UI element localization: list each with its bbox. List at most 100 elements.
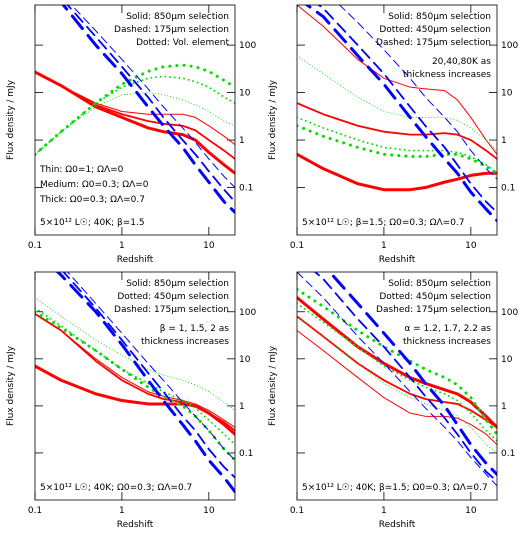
curves: [35, 272, 235, 494]
series-line: [297, 329, 497, 446]
series-line: [35, 63, 235, 156]
y-tick-label: 0.1: [239, 184, 253, 194]
x-tick-label: 1: [381, 506, 387, 516]
series-line: [66, 272, 235, 461]
annotation: Solid: 850μm selection: [126, 279, 229, 289]
annotation: thickness increases: [141, 337, 229, 347]
y-tick-label: 100: [501, 308, 518, 318]
series-line: [35, 71, 235, 146]
x-axis-label: Redshift: [117, 520, 154, 530]
x-tick-label: 0.1: [28, 241, 42, 251]
y-axis-label: Flux density / mJy: [268, 345, 278, 426]
annotation: Dotted: 450μm selection: [379, 25, 491, 35]
annotation: Dotted: 450μm selection: [117, 292, 229, 302]
panel: 0.1 1 10 0.1 1 10 100 Redshift Flux density / mJ…: [268, 4, 518, 265]
y-axis-label: Flux density / mJy: [6, 345, 16, 426]
annotation: Dotted: 450μm selection: [379, 292, 491, 302]
plot-frame: [34, 4, 236, 236]
panel: 0.1 1 10 0.1 1 10 100 Redshift Flux density / mJ…: [6, 271, 256, 530]
series-line: [297, 102, 497, 160]
curves: [297, 272, 497, 487]
y-tick-label: 0.1: [501, 449, 515, 459]
x-tick-label: 0.1: [290, 241, 304, 251]
plot-frame: [296, 271, 498, 501]
annotation: thickness increases: [403, 70, 491, 80]
annotation: Dashed: 175μm selection: [376, 38, 491, 48]
x-tick-label: 1: [381, 241, 387, 251]
series-line: [317, 5, 497, 214]
series-line: [313, 272, 497, 483]
annotation: 5×10¹² L☉; 40K; β=1.5; Ω0=0.3; ΩΛ=0.7: [302, 483, 488, 493]
y-tick-label: 10: [239, 355, 251, 365]
annotation: Dashed: 175μm selection: [376, 305, 491, 315]
panel: 0.1 1 10 0.1 1 10 100 Redshift Flux density / mJ…: [6, 4, 256, 265]
annotation: 20,40,80K as: [432, 57, 491, 67]
series-line: [35, 313, 235, 428]
annotation: β = 1, 1.5, 2 as: [160, 324, 230, 334]
y-tick-label: 1: [501, 136, 507, 146]
y-tick-label: 10: [501, 355, 513, 365]
annotation: Thin: Ω0=1; ΩΛ=0: [39, 165, 124, 175]
x-tick-label: 10: [203, 241, 215, 251]
series-line: [297, 272, 497, 487]
series-line: [297, 116, 497, 175]
series-line: [55, 272, 235, 494]
x-axis-label: Redshift: [117, 255, 154, 265]
y-tick-label: 0.1: [239, 449, 253, 459]
curves: [297, 5, 497, 223]
x-tick-label: 10: [465, 241, 477, 251]
x-tick-label: 1: [119, 241, 125, 251]
series-line: [35, 70, 235, 175]
series-line: [304, 5, 497, 223]
annotation: 5×10¹² L☉; β=1.5; Ω0=0.3; ΩΛ=0.7: [302, 218, 465, 228]
series-line: [297, 152, 497, 192]
series-line: [62, 272, 235, 479]
series-line: [35, 71, 235, 160]
annotation: 5×10¹² L☉; 40K; Ω0=0.3; ΩΛ=0.7: [40, 483, 192, 493]
annotation: thickness increases: [403, 337, 491, 347]
y-tick-label: 1: [239, 136, 245, 146]
series-line: [297, 5, 497, 155]
x-tick-label: 10: [465, 506, 477, 516]
series-line: [66, 5, 235, 203]
plot-frame: [34, 271, 236, 501]
y-tick-label: 100: [239, 308, 256, 318]
annotation: Dashed: 175μm selection: [114, 305, 229, 315]
series-line: [327, 272, 497, 476]
y-tick-label: 1: [501, 402, 507, 412]
y-tick-label: 1: [239, 402, 245, 412]
y-tick-label: 0.1: [501, 184, 515, 194]
x-axis-label: Redshift: [379, 520, 416, 530]
series-line: [35, 364, 235, 436]
series-line: [297, 124, 497, 175]
y-tick-label: 100: [239, 41, 256, 51]
y-tick-label: 10: [501, 89, 513, 99]
annotation: 5×10¹² L☉; 40K; β=1.5: [40, 218, 145, 228]
annotation: Solid: 850μm selection: [388, 12, 491, 22]
annotation: α = 1.2, 1.7, 2.2 as: [404, 324, 491, 334]
y-tick-label: 10: [239, 89, 251, 99]
annotation: Solid: 850μm selection: [388, 279, 491, 289]
x-axis-label: Redshift: [379, 255, 416, 265]
x-tick-label: 1: [119, 506, 125, 516]
annotation: Thick: Ω0=0.3; ΩΛ=0.7: [39, 195, 145, 205]
plot-frame: [296, 4, 498, 236]
y-axis-label: Flux density / mJy: [268, 79, 278, 160]
curves: [35, 5, 235, 214]
series-line: [35, 75, 235, 156]
y-axis-label: Flux density / mJy: [6, 79, 16, 160]
annotation: Medium: Ω0=0.3; ΩΛ=0: [40, 180, 149, 190]
x-tick-label: 0.1: [28, 506, 42, 516]
panel: 0.1 1 10 0.1 1 10 100 Redshift Flux density / mJ…: [268, 271, 518, 530]
x-tick-label: 0.1: [290, 506, 304, 516]
annotation: Solid: 850μm selection: [126, 12, 229, 22]
series-line: [297, 315, 497, 454]
series-line: [297, 302, 497, 442]
series-line: [70, 5, 235, 189]
annotation: Dotted: Vol. element: [136, 38, 229, 48]
series-line: [297, 55, 497, 152]
annotation: Dashed: 175μm selection: [114, 25, 229, 35]
y-tick-label: 100: [501, 41, 518, 51]
x-tick-label: 10: [203, 506, 215, 516]
